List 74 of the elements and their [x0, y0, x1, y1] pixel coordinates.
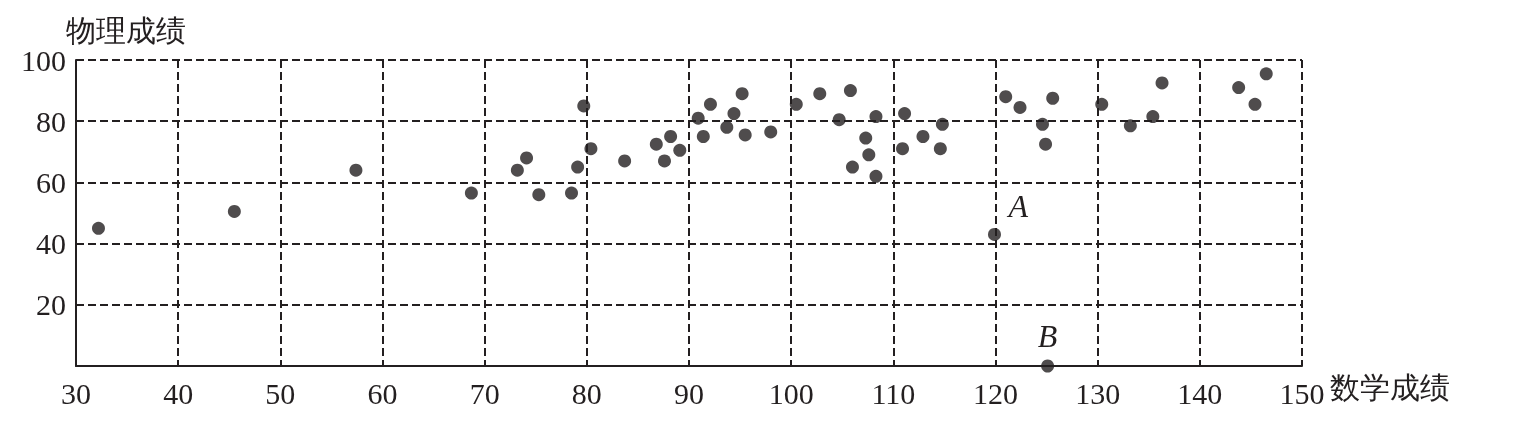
point — [532, 188, 546, 202]
x-tick-label: 50 — [265, 376, 296, 410]
point — [789, 97, 803, 111]
point — [691, 111, 705, 125]
x-tick-label: 140 — [1177, 376, 1223, 410]
point — [520, 151, 534, 165]
point — [935, 117, 949, 131]
x-tick-label: 150 — [1279, 376, 1325, 410]
point — [1041, 359, 1055, 373]
x-tick-label: 70 — [469, 376, 500, 410]
point — [618, 154, 632, 168]
point — [1232, 81, 1246, 95]
x-tick-label: 120 — [973, 376, 1018, 410]
point — [1123, 119, 1137, 133]
point — [764, 125, 778, 139]
point — [869, 169, 883, 183]
y-axis-title: 物理成绩 — [66, 13, 186, 47]
y-tick-label: 60 — [36, 165, 66, 199]
annotation: B — [1037, 318, 1058, 354]
point — [845, 160, 859, 174]
y-tick-label: 20 — [36, 288, 66, 322]
point — [738, 128, 752, 142]
point — [657, 154, 671, 168]
y-tick-label: 80 — [36, 104, 66, 138]
point — [664, 130, 678, 143]
point — [727, 107, 741, 121]
point — [584, 142, 598, 156]
point — [1095, 97, 1109, 111]
point — [843, 84, 857, 98]
point — [565, 186, 579, 200]
x-tick-label: 30 — [61, 376, 91, 410]
point — [859, 131, 873, 145]
x-tick-label: 60 — [367, 376, 398, 410]
point — [577, 99, 591, 113]
point — [862, 148, 876, 162]
point — [987, 227, 1001, 241]
x-tick-label: 80 — [571, 376, 602, 410]
point — [464, 186, 478, 200]
point — [1146, 110, 1160, 124]
point — [813, 87, 827, 101]
y-tick-label: 100 — [21, 43, 66, 77]
point — [1259, 67, 1273, 81]
point — [869, 110, 883, 124]
point — [696, 130, 710, 143]
point — [1155, 76, 1169, 90]
point — [896, 142, 910, 156]
point — [571, 160, 585, 174]
point — [898, 107, 912, 121]
point — [1248, 97, 1262, 111]
point — [1036, 117, 1049, 131]
point — [227, 204, 241, 218]
annotation: A — [1006, 188, 1029, 225]
point — [1013, 100, 1027, 114]
x-tick-label: 100 — [768, 376, 814, 410]
point — [673, 143, 687, 157]
point — [720, 120, 734, 134]
x-tick-label: 110 — [871, 376, 916, 410]
point — [1039, 137, 1053, 151]
y-tick-label: 40 — [36, 227, 66, 261]
point — [510, 163, 524, 177]
point — [349, 163, 363, 177]
point — [999, 90, 1013, 104]
x-axis-title: 数学成绩 — [1330, 370, 1451, 404]
x-tick-label: 40 — [163, 376, 194, 410]
point — [1046, 91, 1060, 105]
point — [91, 221, 105, 235]
point — [832, 113, 846, 127]
x-tick-label: 130 — [1075, 376, 1121, 410]
point — [933, 142, 947, 156]
point — [735, 87, 749, 101]
point — [649, 137, 663, 151]
point — [703, 97, 717, 111]
x-tick-label: 90 — [674, 376, 704, 410]
point — [916, 130, 930, 143]
